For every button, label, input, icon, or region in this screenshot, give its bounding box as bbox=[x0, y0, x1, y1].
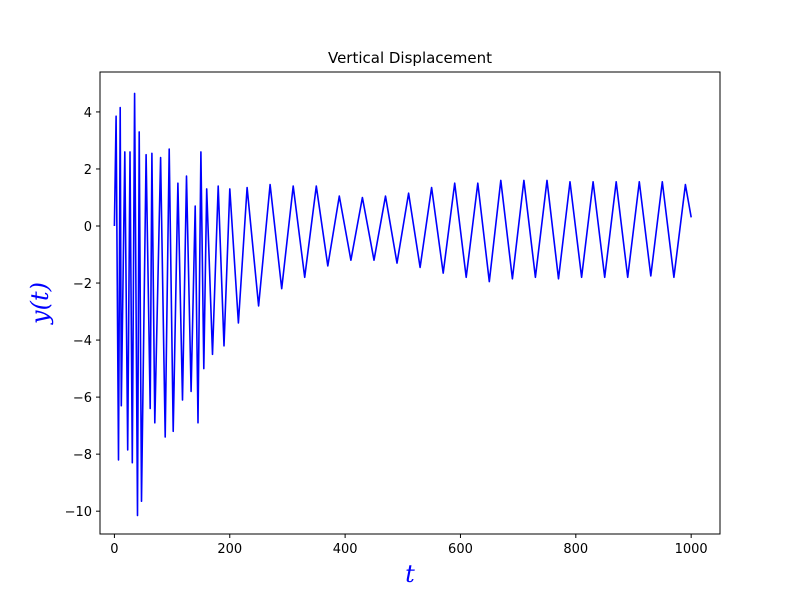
y-tick-label: −8 bbox=[73, 448, 92, 463]
x-tick-label: 0 bbox=[110, 542, 118, 557]
x-tick-label: 200 bbox=[217, 542, 242, 557]
y-axis-label: y(t) bbox=[26, 282, 54, 325]
plot-frame bbox=[99, 71, 721, 535]
series-line bbox=[113, 92, 692, 517]
x-tick-label: 600 bbox=[448, 542, 473, 557]
y-tick-label: −4 bbox=[73, 334, 92, 349]
plot-area bbox=[113, 92, 692, 517]
x-tick-label: 800 bbox=[563, 542, 588, 557]
y-tick-label: 0 bbox=[84, 220, 92, 235]
y-tick-label: 2 bbox=[84, 163, 92, 178]
x-tick-label: 1000 bbox=[675, 542, 708, 557]
x-tick-label: 400 bbox=[333, 542, 358, 557]
chart-title: Vertical Displacement bbox=[328, 49, 492, 67]
axis-ticks: 0 200 400 600 800 1000 −10 −8 −6 −4 −2 0 2 4 bbox=[65, 106, 708, 557]
y-tick-label: −6 bbox=[73, 391, 92, 406]
y-tick-label: 4 bbox=[84, 106, 92, 121]
x-axis-label: t bbox=[405, 560, 415, 588]
y-tick-label: −10 bbox=[65, 505, 92, 520]
y-tick-label: −2 bbox=[73, 277, 92, 292]
